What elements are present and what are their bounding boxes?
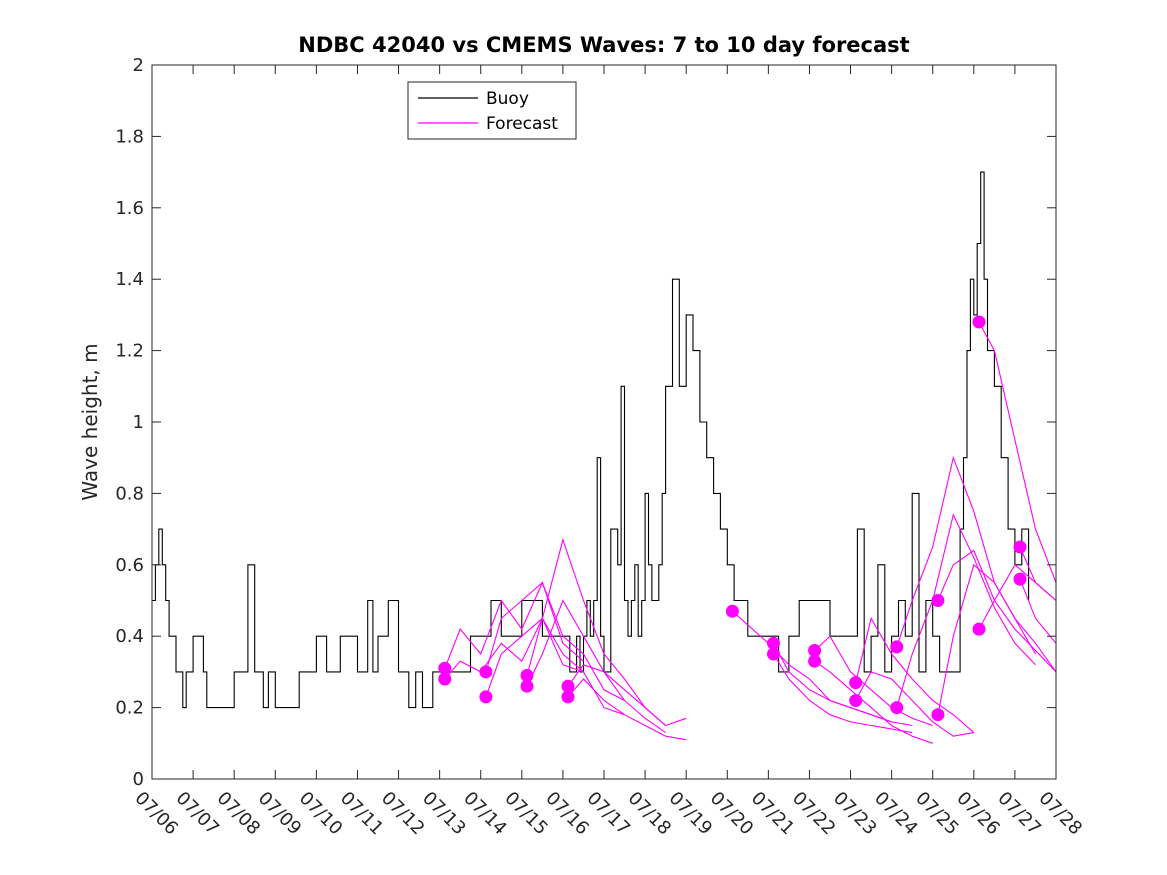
y-axis-label: Wave height, m [78, 343, 102, 500]
forecast-run-line-14 [855, 616, 975, 734]
forecast-marker [520, 669, 534, 682]
forecast-run-line-13 [814, 660, 933, 744]
forecast-run-line-3 [485, 581, 625, 701]
y-tick-label: 0.6 [115, 555, 144, 576]
forecast-run-line-5 [526, 537, 666, 726]
forecast-run-line-1 [444, 581, 584, 669]
legend-box [407, 81, 577, 140]
buoy-series-line [152, 171, 1030, 709]
forecast-marker [725, 604, 739, 618]
forecast-marker [479, 690, 493, 704]
forecast-marker [808, 644, 822, 657]
forecast-run-line-17 [896, 513, 1036, 708]
forecast-marker [438, 661, 452, 675]
forecast-marker [890, 701, 904, 715]
forecast-run-line-19 [937, 563, 1057, 715]
forecast-run-line-8 [567, 678, 687, 741]
forecast-marker [767, 636, 780, 650]
forecast-marker [479, 665, 493, 679]
forecast-marker [767, 647, 780, 661]
plot-data [152, 171, 1057, 744]
forecast-run-line-7 [567, 664, 687, 727]
forecast-marker [972, 622, 986, 636]
legend-forecast-label: Forecast [486, 114, 558, 134]
forecast-run-line-15 [855, 671, 974, 737]
forecast-run-line-20 [978, 321, 1057, 583]
forecast-marker [808, 654, 822, 668]
forecast-marker [849, 694, 863, 707]
forecast-marker [561, 679, 575, 693]
y-tick-label: 0.2 [115, 698, 144, 719]
forecast-run-line-2 [444, 617, 584, 680]
forecast-run-line-22 [1019, 546, 1057, 601]
forecast-run-line-6 [526, 599, 666, 734]
forecast-marker [931, 594, 945, 607]
y-tick-label: 1 [133, 412, 144, 433]
chart-title: NDBC 42040 vs CMEMS Waves: 7 to 10 day f… [298, 33, 909, 57]
y-tick-label: 2 [133, 55, 144, 76]
y-tick-label: 0 [133, 769, 144, 790]
forecast-marker [1013, 540, 1027, 554]
forecast-run-line-23 [1019, 578, 1057, 644]
forecast-marker [890, 640, 904, 654]
forecast-marker [561, 690, 575, 704]
forecast-marker [438, 672, 452, 686]
forecast-run-line-12 [814, 635, 933, 727]
y-tick-label: 0.8 [115, 483, 144, 504]
forecast-marker [972, 315, 986, 329]
forecast-marker [1013, 572, 1027, 586]
y-tick-label: 1.8 [115, 126, 144, 147]
forecast-marker [520, 679, 534, 693]
forecast-run-line-4 [485, 617, 625, 716]
forecast-marker [931, 708, 945, 722]
y-tick-label: 1.4 [115, 269, 144, 290]
forecast-run-line-11 [773, 653, 913, 734]
legend: Buoy Forecast [407, 81, 577, 140]
legend-buoy-label: Buoy [486, 89, 529, 109]
forecast-marker [849, 676, 863, 690]
y-tick-label: 1.2 [115, 341, 144, 362]
y-tick-label: 1.6 [115, 198, 144, 219]
y-tick-label: 0.4 [115, 626, 144, 647]
forecast-run-line-10 [773, 643, 913, 727]
